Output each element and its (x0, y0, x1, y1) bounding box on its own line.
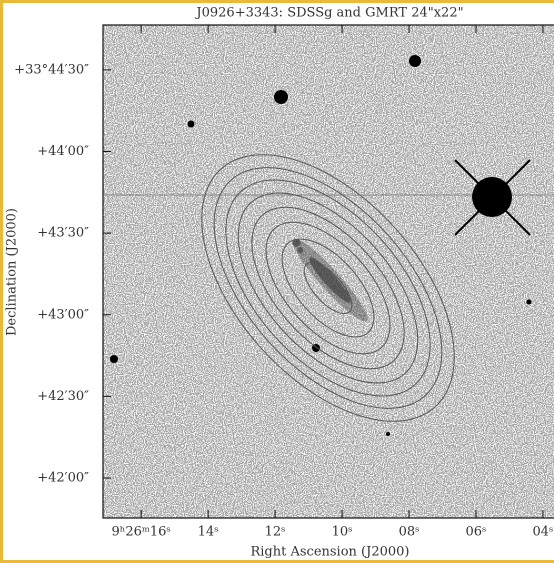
x-tick-label: 9ʰ26ᵐ16ˢ (111, 525, 170, 540)
x-tick-label: 06ˢ (466, 525, 487, 540)
y-tick-label: +42′00″ (37, 471, 89, 486)
y-axis-label: Declination (J2000) (5, 208, 20, 336)
page: {"chart_data": {"type": "image", "title"… (0, 0, 554, 563)
y-tick-label: +43′30″ (37, 226, 89, 241)
y-tick-label: +42′30″ (37, 389, 89, 404)
y-tick-label: +44′00″ (37, 144, 89, 159)
chart: J0926+3343: SDSSg and GMRT 24"x22" Right… (0, 0, 554, 563)
y-tick-label: +33°44′30″ (14, 62, 89, 77)
x-tick-label: 12ˢ (265, 525, 286, 540)
x-tick-label: 08ˢ (399, 525, 420, 540)
x-axis-label: Right Ascension (J2000) (250, 545, 409, 560)
chart-title: J0926+3343: SDSSg and GMRT 24"x22" (194, 6, 463, 21)
y-tick-label: +43′00″ (37, 307, 89, 322)
x-tick-label: 04ˢ (532, 525, 553, 540)
x-tick-label: 14ˢ (198, 525, 219, 540)
x-tick-label: 10ˢ (332, 525, 353, 540)
image (103, 25, 554, 518)
